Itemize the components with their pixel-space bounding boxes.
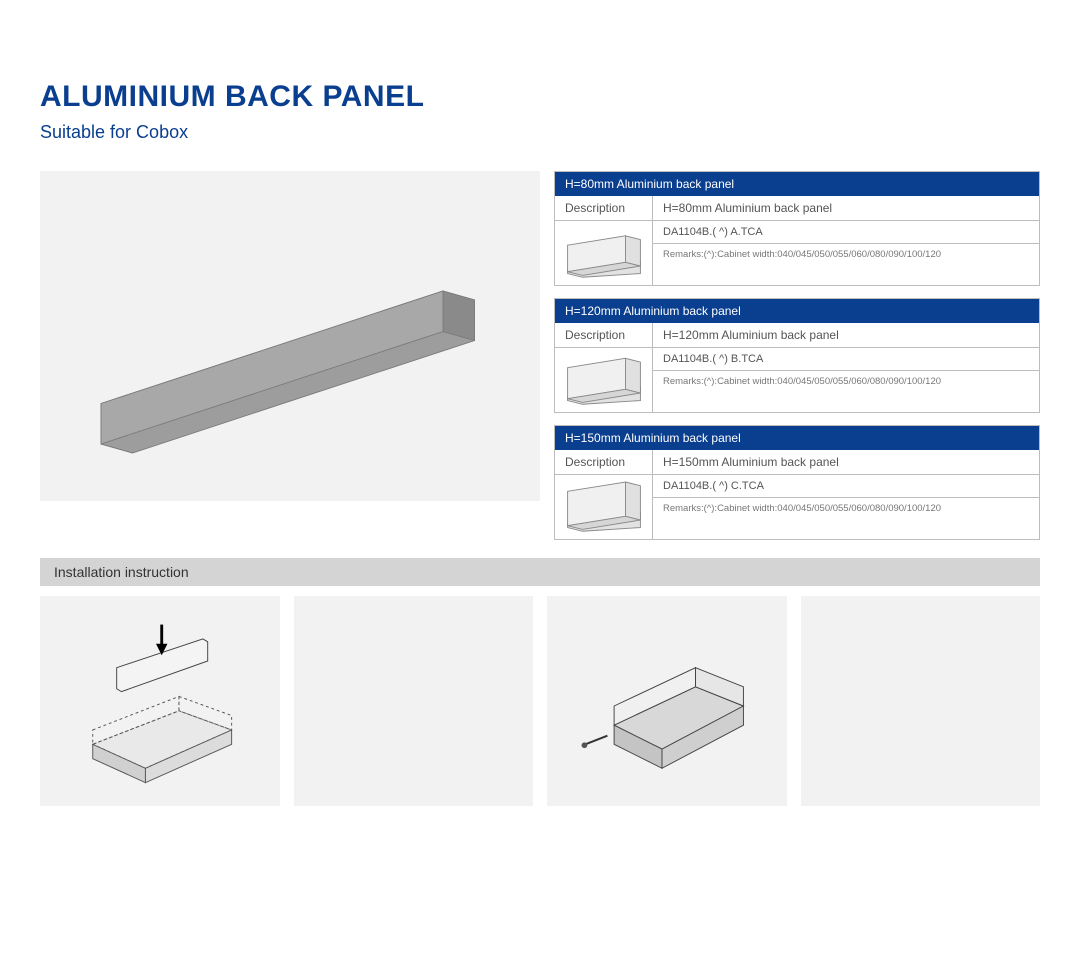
page-title: ALUMINIUM BACK PANEL	[40, 80, 1040, 114]
spec-column: H=80mm Aluminium back panel Description …	[554, 171, 1040, 540]
spec-desc-label: Description	[555, 196, 653, 220]
spec-box-1: H=80mm Aluminium back panel Description …	[554, 171, 1040, 286]
install-header: Installation instruction	[40, 558, 1040, 586]
spec-code: DA1104B.( ^) C.TCA	[653, 475, 1039, 498]
install-step-3	[547, 596, 787, 806]
install-step-4	[801, 596, 1041, 806]
spec-code: DA1104B.( ^) B.TCA	[653, 348, 1039, 371]
spec-desc-label: Description	[555, 450, 653, 474]
install-step-1	[40, 596, 280, 806]
install-step-2	[294, 596, 534, 806]
page-subtitle: Suitable for Cobox	[40, 122, 1040, 143]
spec-remarks: Remarks:(^):Cabinet width:040/045/050/05…	[653, 498, 1039, 519]
spec-thumb	[555, 348, 653, 412]
spec-thumb	[555, 221, 653, 285]
spec-box-3: H=150mm Aluminium back panel Description…	[554, 425, 1040, 540]
top-row: H=80mm Aluminium back panel Description …	[40, 171, 1040, 540]
install-steps	[40, 596, 1040, 806]
spec-header: H=120mm Aluminium back panel	[555, 299, 1039, 323]
spec-desc-value: H=150mm Aluminium back panel	[653, 450, 1039, 474]
spec-box-2: H=120mm Aluminium back panel Description…	[554, 298, 1040, 413]
spec-header: H=150mm Aluminium back panel	[555, 426, 1039, 450]
spec-desc-value: H=80mm Aluminium back panel	[653, 196, 1039, 220]
hero-image	[40, 171, 540, 501]
spec-desc-label: Description	[555, 323, 653, 347]
spec-remarks: Remarks:(^):Cabinet width:040/045/050/05…	[653, 371, 1039, 392]
spec-desc-value: H=120mm Aluminium back panel	[653, 323, 1039, 347]
hero-panel-svg	[65, 201, 515, 471]
spec-remarks: Remarks:(^):Cabinet width:040/045/050/05…	[653, 244, 1039, 265]
spec-thumb	[555, 475, 653, 539]
spec-header: H=80mm Aluminium back panel	[555, 172, 1039, 196]
spec-code: DA1104B.( ^) A.TCA	[653, 221, 1039, 244]
